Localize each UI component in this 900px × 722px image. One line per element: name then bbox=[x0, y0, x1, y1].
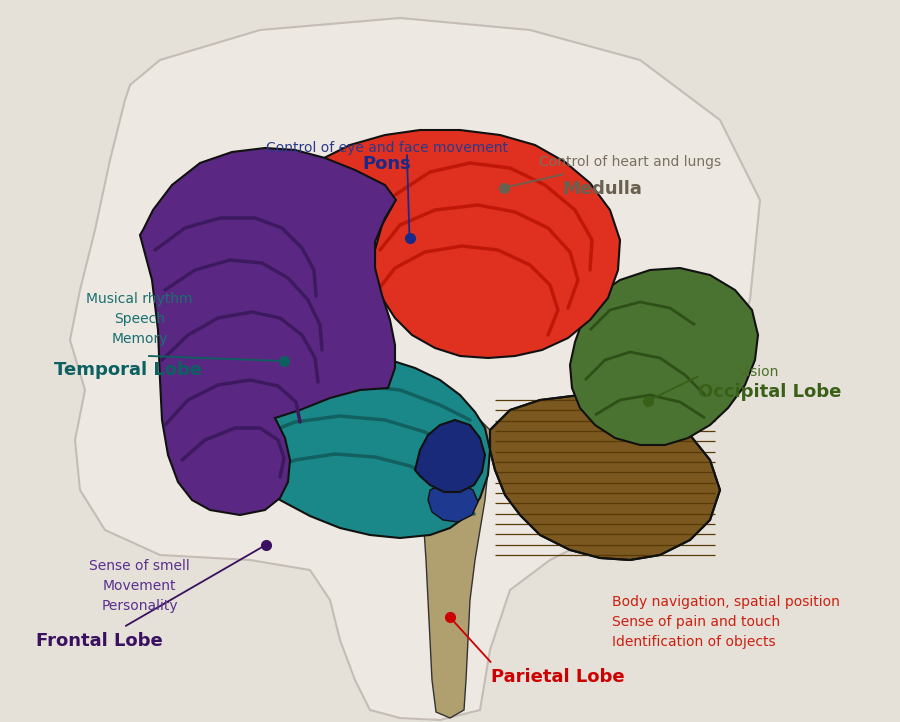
Polygon shape bbox=[428, 483, 478, 522]
Text: Body navigation, spatial position: Body navigation, spatial position bbox=[612, 596, 840, 609]
Text: Control of eye and face movement: Control of eye and face movement bbox=[266, 141, 508, 155]
Text: Personality: Personality bbox=[101, 599, 178, 613]
Polygon shape bbox=[200, 355, 490, 538]
Text: Pons: Pons bbox=[363, 155, 411, 173]
Text: Memory: Memory bbox=[112, 332, 167, 346]
Text: Temporal Lobe: Temporal Lobe bbox=[54, 361, 202, 379]
Polygon shape bbox=[490, 395, 720, 560]
Polygon shape bbox=[140, 148, 396, 515]
Text: Musical rhythm: Musical rhythm bbox=[86, 292, 193, 306]
Text: Medulla: Medulla bbox=[562, 180, 643, 199]
Text: Vision: Vision bbox=[738, 365, 779, 378]
Text: Identification of objects: Identification of objects bbox=[612, 635, 776, 649]
Polygon shape bbox=[300, 130, 620, 358]
Text: Frontal Lobe: Frontal Lobe bbox=[36, 632, 163, 650]
Text: Sense of pain and touch: Sense of pain and touch bbox=[612, 615, 780, 630]
Text: Parietal Lobe: Parietal Lobe bbox=[491, 668, 624, 686]
Text: Control of heart and lungs: Control of heart and lungs bbox=[539, 155, 721, 169]
Polygon shape bbox=[570, 268, 758, 445]
Text: Speech: Speech bbox=[114, 312, 165, 326]
Text: Movement: Movement bbox=[103, 579, 176, 593]
Polygon shape bbox=[415, 420, 485, 492]
Text: Sense of smell: Sense of smell bbox=[89, 560, 190, 573]
Text: Occipital Lobe: Occipital Lobe bbox=[698, 383, 841, 401]
Polygon shape bbox=[418, 420, 490, 718]
Polygon shape bbox=[70, 18, 760, 720]
